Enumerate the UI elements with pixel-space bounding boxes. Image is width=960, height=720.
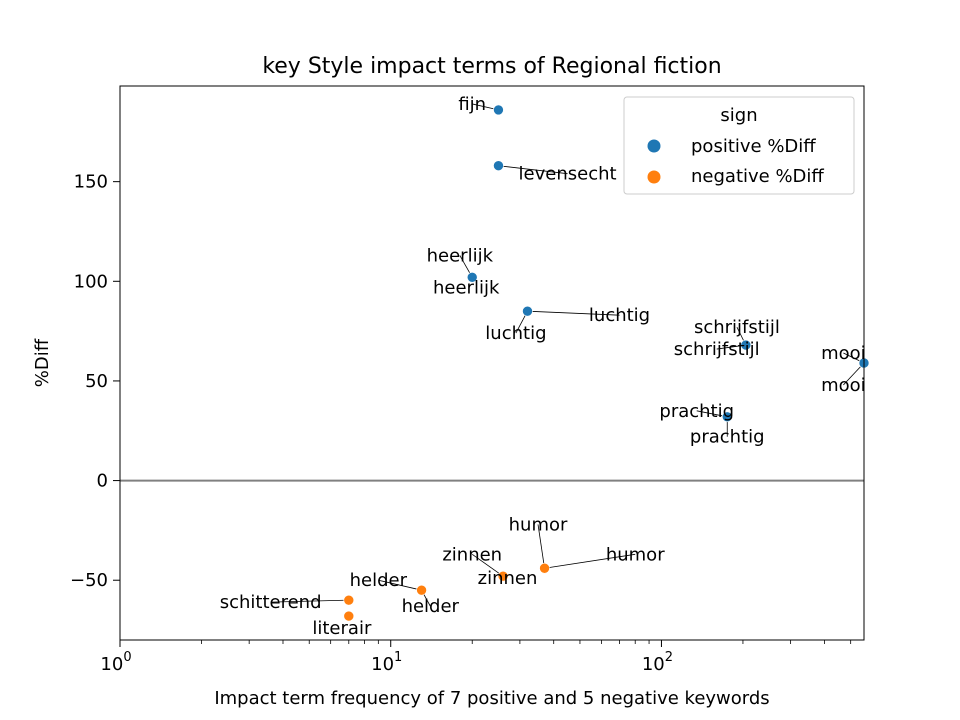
y-tick-label: −50: [70, 570, 108, 591]
y-axis: −50 0 50 100 150: [70, 172, 120, 591]
x-tick-label: 100: [100, 650, 131, 675]
annotation-heerlijk: heerlijk: [427, 245, 494, 266]
annotation-literair: literair: [312, 618, 372, 639]
y-tick-label: 0: [97, 471, 108, 492]
annotation-fijn: fijn: [458, 94, 486, 115]
annotation-helder: helder: [402, 596, 460, 617]
legend-label-negative: negative %Diff: [691, 166, 824, 187]
y-tick-label: 150: [74, 172, 108, 193]
annotation-prachtig: prachtig: [690, 427, 765, 448]
annotation-zinnen: zinnen: [478, 568, 538, 589]
annotation-schrijfstijl: schrijfstijl: [694, 317, 780, 338]
annotation-helder: helder: [350, 570, 408, 591]
legend: sign positive %Diff negative %Diff: [623, 96, 855, 195]
annotation-heerlijk: heerlijk: [433, 277, 500, 298]
leader-line-luchtig: [527, 310, 620, 316]
x-axis: 100 101 102: [100, 640, 852, 675]
legend-box: [623, 96, 855, 195]
data-point-helder: [416, 584, 427, 596]
annotation-mooi: mooi: [821, 375, 866, 396]
annotation-leader-lines: [270, 103, 865, 607]
data-point-fijn: [493, 104, 504, 116]
legend-marker-positive: [647, 139, 661, 153]
data-point-schrijfstijl: [740, 339, 752, 351]
annotation-humor: humor: [509, 514, 568, 535]
y-tick-label: 50: [85, 371, 108, 392]
annotation-mooi: mooi: [821, 343, 866, 364]
annotation-luchtig: luchtig: [485, 323, 546, 344]
leader-line-levensecht: [498, 165, 568, 175]
leader-line-humor: [537, 524, 545, 569]
data-point-zinnen: [497, 570, 509, 582]
x-tick-label: 101: [371, 650, 402, 675]
x-axis-label: Impact term frequency of 7 positive and …: [214, 688, 769, 709]
plot-frame: [119, 85, 865, 641]
data-point-heerlijk: [466, 272, 478, 283]
annotation-labels: fijn levensecht heerlijk heerlijk luchtig luc…: [220, 94, 866, 639]
data-point-literair: [343, 610, 355, 622]
annotation-humor: humor: [606, 544, 665, 565]
annotation-zinnen: zinnen: [442, 544, 502, 565]
y-axis-label: %Diff: [32, 338, 53, 387]
leader-line-humor: [544, 553, 636, 569]
chart-title: key Style impact terms of Regional ficti…: [262, 54, 721, 79]
annotation-schitterend: schitterend: [220, 592, 322, 613]
data-point-humor: [539, 562, 550, 574]
data-point-luchtig: [522, 305, 533, 317]
leader-line-helder: [378, 579, 422, 591]
annotation-prachtig: prachtig: [659, 401, 734, 422]
leader-line-schitterend: [270, 599, 349, 603]
data-point-prachtig: [721, 411, 733, 423]
legend-label-positive: positive %Diff: [691, 136, 816, 157]
annotation-schrijfstijl: schrijfstijl: [674, 339, 760, 360]
annotation-levensecht: levensecht: [519, 164, 617, 185]
y-tick-label: 100: [74, 271, 108, 292]
data-point-schitterend: [343, 594, 355, 606]
legend-title: sign: [720, 105, 757, 126]
leader-line-zinnen: [471, 553, 504, 577]
x-tick-label: 102: [642, 650, 673, 675]
annotation-luchtig: luchtig: [589, 305, 650, 326]
data-point-levensecht: [493, 160, 504, 172]
legend-marker-negative: [647, 170, 661, 184]
